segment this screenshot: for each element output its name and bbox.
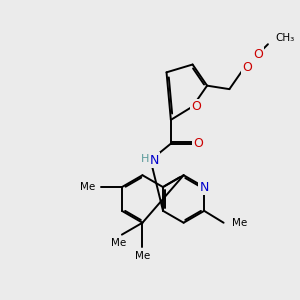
Text: O: O <box>242 61 252 74</box>
Text: N: N <box>150 154 159 166</box>
Text: O: O <box>194 137 204 150</box>
Text: O: O <box>191 100 201 113</box>
Text: CH₃: CH₃ <box>275 33 294 43</box>
Text: O: O <box>253 48 263 61</box>
Text: Me: Me <box>135 251 150 261</box>
Text: H: H <box>141 154 149 164</box>
Text: Me: Me <box>80 182 95 192</box>
Text: Me: Me <box>232 218 247 228</box>
Text: Me: Me <box>111 238 127 248</box>
Text: N: N <box>200 181 209 194</box>
